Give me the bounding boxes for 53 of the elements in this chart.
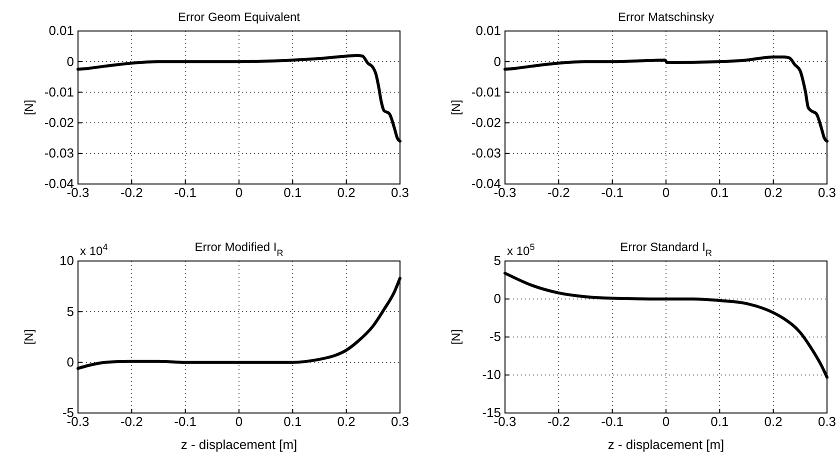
x-tick-label: 0.2 [764,185,782,200]
y-tick-label: 10 [60,253,74,268]
y-axis-title: [N] [449,329,463,345]
x-tick-label: 0.1 [284,414,302,430]
chart-title: Error Matschinsky [618,10,714,24]
x-tick-label: 0.2 [337,185,356,200]
y-tick-label: 0 [494,291,501,306]
y-tick-label: -0.02 [471,114,501,130]
x-axis-title: z - displacement [m] [608,437,724,452]
y-tick-label: 0 [494,54,501,69]
y-tick-label: -0.03 [44,146,74,161]
x-axis-title: z - displacement [m] [180,437,298,452]
x-tick-label: 0.2 [337,414,356,430]
x-tick-label: -0.2 [120,185,143,200]
chart-title: Error Modified I$_{R}$ [194,240,284,258]
x-tick-label: 0.3 [818,414,836,430]
y-tick-label: -5 [489,329,501,344]
x-tick-label: -0.2 [547,185,570,200]
y-axis-title: [N] [449,100,463,116]
x-tick-label: 0.3 [390,414,410,430]
x-tick-label: -0.1 [174,185,197,200]
x-tick-label: 0.1 [710,414,729,430]
text: x 10$^{5}$ [507,242,535,258]
y-tick-label: -0.01 [44,84,74,100]
x-tick-label: 0.3 [818,185,836,200]
x-tick-label: 0 [662,185,670,200]
x-tick-label: 0 [235,185,243,200]
x-tick-label: 0 [235,414,243,430]
y-tick-label: 5 [494,253,501,268]
y-tick-label: -0.01 [471,84,501,100]
x-tick-label: 0.1 [284,185,302,200]
x-tick-label: -0.2 [547,414,570,430]
x-tick-label: -0.1 [601,185,624,200]
chart-title: Error Standard I$_{R}$ [620,240,712,258]
y-tick-label: 0.01 [48,23,74,38]
chart-title: Error Geom Equivalent [178,10,301,24]
y-tick-label: 0 [66,354,74,370]
y-tick-label: 5 [66,304,74,319]
y-tick-label: -0.03 [471,146,501,161]
text: x 10$^{4}$ [80,242,108,258]
y-tick-label: 0.01 [476,23,501,38]
y-axis-title: [N] [22,329,36,345]
y-tick-label: -0.02 [44,114,74,130]
x-tick-label: -0.1 [174,414,197,430]
x-tick-label: 0.2 [764,414,782,430]
y-tick-label: 0 [66,54,74,69]
x-tick-label: 0.3 [390,185,410,200]
x-tick-label: -0.2 [120,414,143,430]
x-tick-label: -0.1 [601,414,624,430]
x-tick-label: 0.1 [710,185,729,200]
x-tick-label: 0 [662,414,670,430]
y-axis-title: [N] [22,100,36,116]
y-tick-label: -10 [482,367,501,382]
